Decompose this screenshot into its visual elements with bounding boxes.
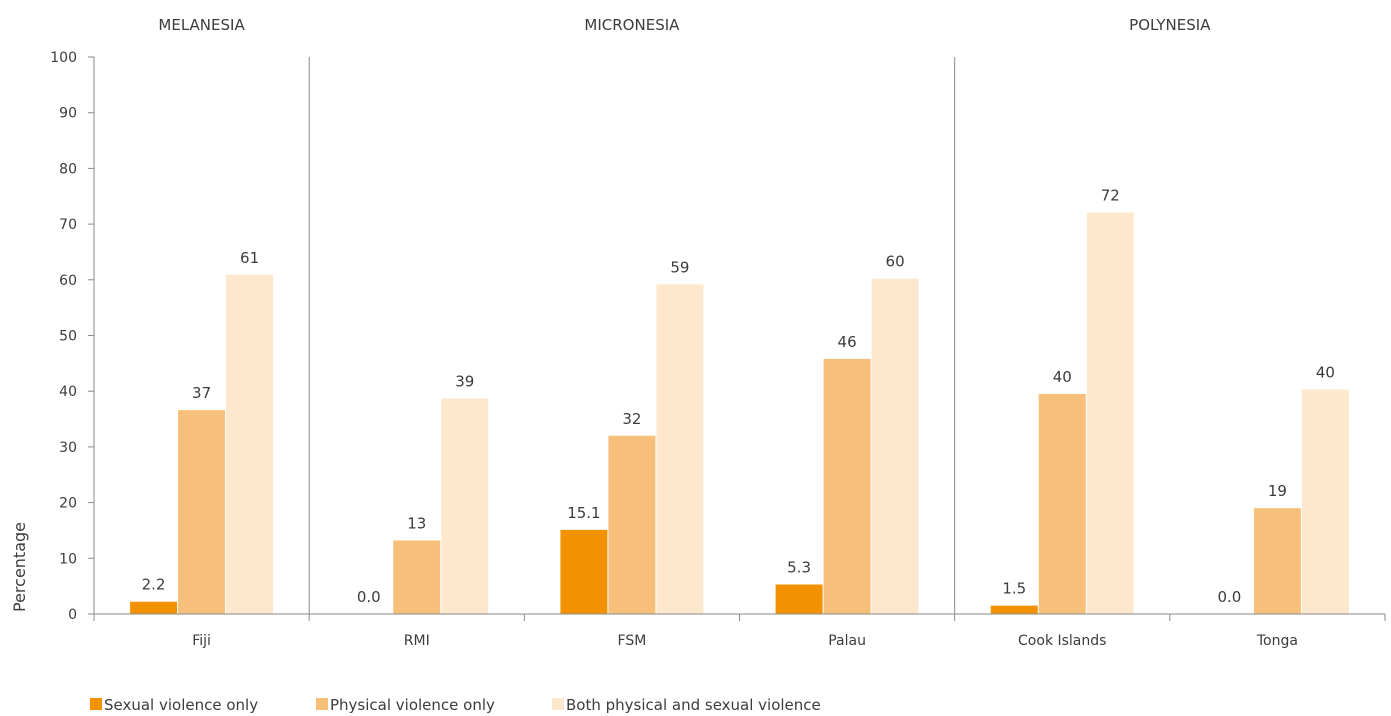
legend-label: Physical violence only <box>330 696 495 714</box>
bar <box>1038 393 1086 614</box>
y-tick-label: 40 <box>59 384 77 400</box>
x-category-label: FSM <box>618 633 647 649</box>
data-label: 2.2 <box>142 576 166 594</box>
x-category-label: Palau <box>828 633 866 649</box>
bar <box>226 274 274 614</box>
data-label: 32 <box>622 410 641 428</box>
x-category-label: Tonga <box>1256 633 1298 649</box>
y-tick-label: 60 <box>59 273 77 289</box>
data-label: 39 <box>455 372 474 390</box>
data-label: 40 <box>1316 364 1335 382</box>
y-axis-label: Percentage <box>10 522 29 612</box>
x-category-label: Cook Islands <box>1018 633 1106 649</box>
bar <box>871 278 919 614</box>
group-separators <box>308 57 956 614</box>
legend-label: Sexual violence only <box>104 696 258 714</box>
data-label: 13 <box>407 514 426 532</box>
region-label: POLYNESIA <box>1129 16 1211 34</box>
y-tick-label: 10 <box>59 551 77 567</box>
y-tick-label: 0 <box>68 607 77 623</box>
region-headers: MELANESIA MICRONESIA POLYNESIA <box>158 16 1211 34</box>
data-label: 0.0 <box>1217 588 1241 606</box>
legend: Sexual violence only Physical violence on… <box>90 696 821 714</box>
region-label: MICRONESIA <box>584 16 680 34</box>
y-tick-label: 70 <box>59 217 77 233</box>
x-category-label: Fiji <box>192 633 211 649</box>
y-tick-label: 50 <box>59 329 77 345</box>
y-tick-label: 20 <box>59 496 77 512</box>
y-tick-label: 30 <box>59 440 77 456</box>
y-tick-label: 80 <box>59 161 77 177</box>
data-label: 0.0 <box>357 588 381 606</box>
bar <box>178 410 226 614</box>
bar <box>608 435 656 614</box>
data-label: 46 <box>838 333 857 351</box>
bar <box>656 284 704 614</box>
data-label: 61 <box>240 249 259 267</box>
data-label: 59 <box>670 258 689 276</box>
legend-label: Both physical and sexual violence <box>566 696 821 714</box>
x-axis: Fiji RMI FSM Palau Cook Islands Tonga <box>93 613 1386 649</box>
data-label: 40 <box>1053 368 1072 386</box>
bar <box>393 540 441 614</box>
data-label: 5.3 <box>787 558 811 576</box>
bar <box>441 398 489 614</box>
region-label: MELANESIA <box>158 16 245 34</box>
data-label: 15.1 <box>567 504 600 522</box>
bars: 2.2 37 61 0.0 13 39 15.1 32 59 5.3 46 60 1.5 40 72 0.0 1… <box>130 186 1349 614</box>
y-tick-label: 100 <box>50 50 77 66</box>
bar <box>1301 389 1349 614</box>
y-axis: 0 10 20 30 40 50 60 70 80 90 100 <box>50 50 95 623</box>
data-label: 1.5 <box>1002 580 1026 598</box>
legend-swatch <box>90 698 102 710</box>
data-label: 19 <box>1268 482 1287 500</box>
x-category-label: RMI <box>404 633 430 649</box>
legend-swatch <box>552 698 564 710</box>
data-label: 72 <box>1101 186 1120 204</box>
bar <box>775 584 823 614</box>
bar <box>823 358 871 614</box>
bar <box>990 605 1038 614</box>
bar <box>130 601 178 614</box>
bar <box>1253 508 1301 614</box>
data-label: 60 <box>886 253 905 271</box>
bar <box>560 529 608 614</box>
bar <box>1086 212 1134 614</box>
legend-swatch <box>316 698 328 710</box>
y-tick-label: 90 <box>59 106 77 122</box>
data-label: 37 <box>192 384 211 402</box>
